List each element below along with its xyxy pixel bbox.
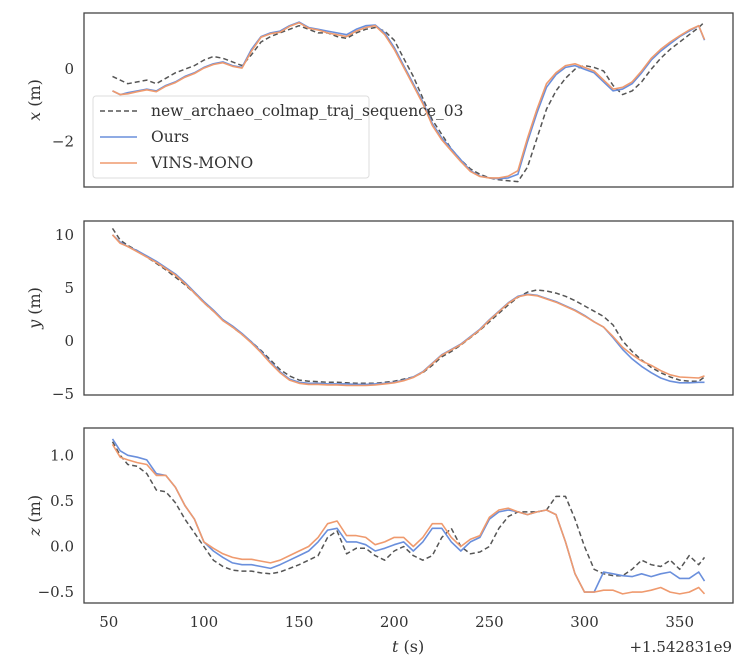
x-tick-label: 200	[380, 613, 409, 631]
y-tick-label: 0	[64, 332, 74, 350]
y-tick-label: 0.0	[50, 537, 74, 555]
series-line-vins-mono	[112, 21, 706, 179]
z-position-axes: 1.0 0.5 0.0 −0.5 z (m) 50 100 150 200 250 300 350	[25, 427, 734, 631]
legend-label-ours: Ours	[151, 128, 189, 146]
series-line-vins-mono	[111, 443, 706, 595]
y-tick-label: −0.5	[38, 583, 74, 601]
legend: new_archaeo_colmap_traj_sequence_03 Ours…	[92, 95, 464, 179]
y-tick-label: 0.5	[50, 492, 74, 510]
x-axis-label: t (s)	[392, 637, 424, 656]
axes-frame	[83, 220, 734, 396]
series-line-ours	[111, 234, 705, 386]
legend-box	[92, 95, 370, 179]
y-tick-label: 10	[55, 226, 74, 244]
legend-label-reference: new_archaeo_colmap_traj_sequence_03	[151, 102, 464, 120]
y-axis-label: y (m)	[25, 287, 44, 330]
y-tick-label: 5	[64, 279, 74, 297]
x-position-axes: 0 −2 x (m)	[25, 12, 734, 188]
x-tick-label: 250	[475, 613, 504, 631]
x-tick-label: 300	[570, 613, 599, 631]
axes-frame	[83, 427, 734, 604]
x-tick-label: 350	[665, 613, 694, 631]
y-tick-label: −5	[52, 385, 74, 403]
x-tick-label: 50	[99, 613, 118, 631]
series-line-new-archaeo-colmap-traj-sequence-03	[111, 441, 706, 577]
series-line-vins-mono	[111, 234, 705, 387]
axes-frame	[83, 12, 734, 188]
legend-label-vins-mono: VINS-MONO	[150, 154, 253, 172]
y-axis-label: x (m)	[25, 79, 44, 121]
x-offset-text: +1.542831e9	[629, 638, 732, 656]
y-position-axes: 10 5 0 −5 y (m)	[25, 220, 734, 403]
y-tick-label: −2	[52, 133, 74, 151]
y-tick-label: 1.0	[50, 446, 74, 464]
series-line-ours	[111, 438, 706, 593]
series-line-new-archaeo-colmap-traj-sequence-03	[111, 227, 705, 385]
x-tick-label: 150	[285, 613, 314, 631]
x-tick-label: 100	[190, 613, 219, 631]
series-line-new-archaeo-colmap-traj-sequence-03	[112, 21, 706, 183]
y-tick-label: 0	[64, 60, 74, 78]
y-axis-label: z (m)	[25, 495, 44, 537]
